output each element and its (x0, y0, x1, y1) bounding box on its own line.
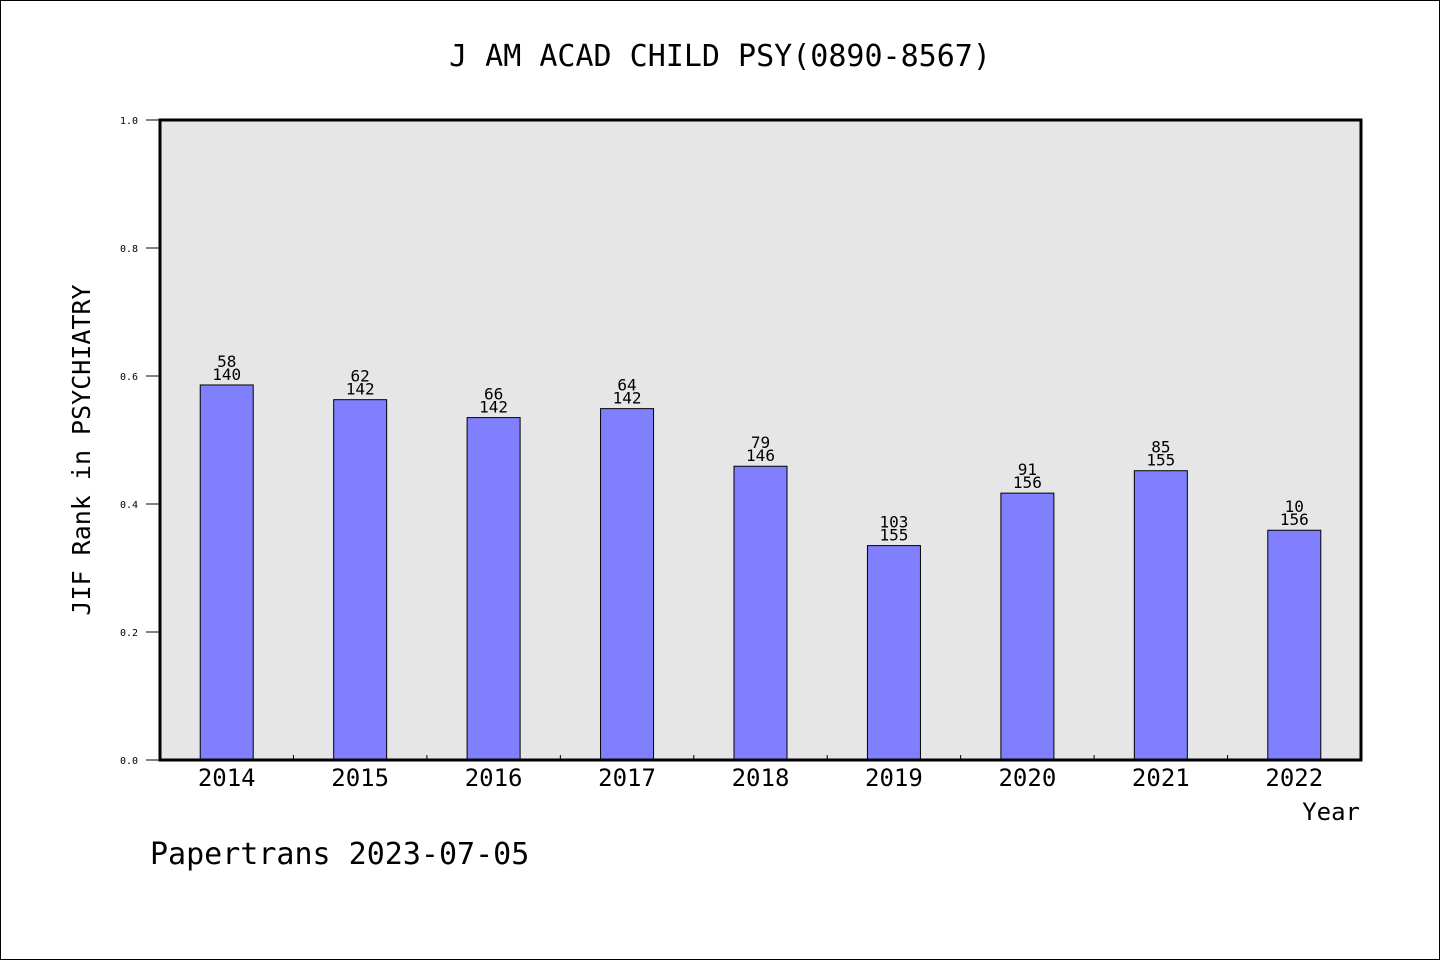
bar-rank-label: 79 (751, 433, 770, 452)
bar-rank-label: 85 (1151, 438, 1170, 457)
bar-total-label: 140 (212, 365, 241, 384)
bar (866, 545, 921, 761)
bar-total-label: 142 (479, 398, 508, 417)
x-tick-label: 2022 (1265, 764, 1323, 792)
x-tick-label: 2016 (465, 764, 523, 792)
bar-rank-label: 66 (484, 385, 503, 404)
x-tick-label: 2017 (598, 764, 656, 792)
y-axis-ticks: 0.0 0.2 0.4 0.6 0.8 1.0 (120, 116, 160, 767)
bar-total-label: 142 (613, 389, 642, 408)
y-tick-label: 0.8 (120, 244, 138, 255)
bar (333, 399, 388, 761)
bar (1133, 470, 1188, 761)
bar-total-label: 155 (879, 526, 908, 545)
x-tick-label: 2021 (1132, 764, 1190, 792)
bar-total-label: 156 (1280, 510, 1309, 529)
bar-rank-label: 58 (217, 352, 236, 371)
bar (1267, 529, 1322, 761)
bar-rank-label: 62 (351, 367, 370, 386)
bar-total-label: 156 (1013, 473, 1042, 492)
x-tick-label: 2019 (865, 764, 923, 792)
y-tick-label: 0.6 (120, 372, 138, 383)
y-tick-label: 0.4 (120, 500, 138, 511)
bar-total-label: 155 (1146, 451, 1175, 470)
x-tick-label: 2018 (732, 764, 790, 792)
x-tick-label: 2014 (198, 764, 256, 792)
footer-text: Papertrans 2023-07-05 (150, 837, 529, 872)
bar-rank-label: 10 (1285, 497, 1304, 516)
bar (600, 408, 655, 761)
bar-rank-label: 103 (879, 513, 908, 532)
bar-rank-label: 64 (617, 376, 636, 395)
bar (1000, 492, 1055, 761)
y-tick-label: 0.2 (120, 628, 138, 639)
x-axis-label: Year (1302, 798, 1360, 826)
plot-border (158, 118, 1363, 762)
bar (733, 465, 788, 761)
y-tick-label: 0.0 (120, 756, 138, 767)
y-axis-label: JIF Rank in PSYCHIATRY (67, 284, 96, 615)
bar-total-label: 146 (746, 446, 775, 465)
bar (466, 417, 521, 761)
y-tick-label: 1.0 (120, 116, 138, 127)
bar-total-label: 142 (346, 380, 375, 399)
bar (199, 384, 254, 761)
x-tick-label: 2020 (998, 764, 1056, 792)
bar-rank-label: 91 (1018, 460, 1037, 479)
x-tick-label: 2015 (331, 764, 389, 792)
x-axis-ticks: 2014 2015 2016 2017 2018 2019 2020 2021 2022 (198, 755, 1323, 792)
chart-title: J AM ACAD CHILD PSY(0890-8567) (449, 39, 991, 74)
